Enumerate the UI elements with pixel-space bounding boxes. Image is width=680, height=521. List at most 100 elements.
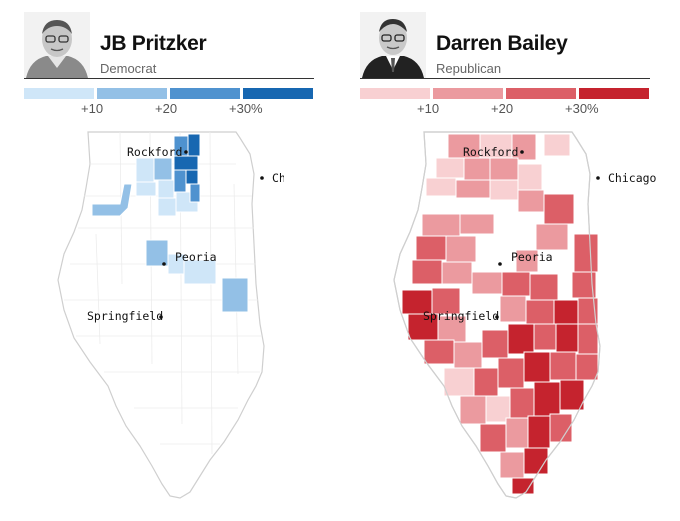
candidate-name: Darren Bailey [436, 32, 568, 55]
candidate-panel-pritzker: JB Pritzker Democrat +10 +20 +30% [24, 0, 344, 521]
county-rep [509, 387, 535, 419]
county-rep [517, 189, 545, 213]
city-label: Peoria [175, 250, 217, 264]
city-label: Peoria [511, 250, 553, 264]
county-rep [499, 451, 525, 479]
scale-swatch-2 [97, 88, 167, 99]
county-rep [525, 299, 555, 325]
county-dem [173, 169, 187, 193]
county-dem [157, 179, 175, 199]
city-marker-springfield: Springfield [87, 309, 163, 323]
county-rep [553, 299, 579, 325]
city-label: Rockford [463, 145, 518, 159]
header-divider [360, 78, 650, 79]
city-label: Rockford [127, 145, 182, 159]
county-rep [459, 213, 495, 235]
illinois-map-bailey: Rockford Chicago Peoria Springfield [393, 131, 657, 499]
county-rep [499, 295, 527, 323]
county-rep [471, 271, 503, 295]
county-rep [479, 423, 507, 453]
county-rep [555, 323, 579, 353]
county-rep [543, 133, 571, 157]
county-dem [173, 155, 199, 171]
county-rep [447, 133, 481, 159]
county-rep [445, 235, 477, 263]
candidate-panel-bailey: Darren Bailey Republican +10 +20 +30% [360, 0, 680, 521]
scale-label: +20 [155, 101, 178, 116]
scale-swatch-2 [433, 88, 503, 99]
scale-swatch-3 [506, 88, 576, 99]
county-rep [543, 193, 575, 225]
county-rep [523, 351, 551, 383]
scale-label: +10 [417, 101, 440, 116]
county-dem [157, 197, 177, 217]
scale-swatch-1 [24, 88, 94, 99]
margin-scale [360, 88, 650, 100]
city-marker-chicago: Chicago [260, 171, 284, 185]
county-rep [575, 353, 599, 381]
county-rep [527, 415, 551, 449]
county-rep [435, 157, 465, 179]
county-rep [455, 179, 491, 199]
county-dem [183, 259, 217, 285]
county-rep [423, 339, 455, 365]
candidate-name: JB Pritzker [100, 32, 207, 55]
county-rep [411, 259, 443, 285]
candidate-portrait-bailey [360, 12, 426, 78]
county-rep [559, 379, 585, 411]
scale-label: +30% [229, 101, 263, 116]
county-dem [189, 183, 201, 203]
county-rep [511, 477, 535, 495]
county-rep [533, 323, 557, 351]
county-dem [145, 239, 169, 267]
city-label: Springfield [87, 309, 163, 323]
county-rep [533, 381, 561, 417]
county-dem [91, 183, 133, 217]
county-rep [441, 261, 473, 285]
city-marker-chicago: Chicago [596, 171, 657, 185]
county-rep [437, 315, 467, 343]
county-rep [421, 213, 461, 237]
candidate-party: Republican [436, 61, 502, 76]
scale-swatch-4 [243, 88, 313, 99]
illinois-map-pritzker: Rockford Chicago Peoria Springfield [57, 131, 284, 499]
county-rep [415, 235, 447, 261]
county-rep [529, 273, 559, 301]
county-rep [453, 341, 483, 369]
county-rep [523, 447, 549, 475]
city-marker-rockford: Rockford [127, 145, 188, 159]
county-rep [401, 289, 433, 315]
city-label: Springfield [423, 309, 499, 323]
county-rep [489, 179, 519, 201]
county-dem [187, 133, 201, 157]
county-rep [463, 157, 491, 181]
county-rep [549, 413, 573, 443]
city-marker-springfield: Springfield [423, 309, 499, 323]
county-rep [501, 271, 531, 297]
city-marker-peoria: Peoria [162, 250, 217, 266]
county-dem [135, 181, 157, 197]
city-marker-rockford: Rockford [463, 145, 524, 159]
county-rep [443, 367, 475, 397]
city-label: Chicago [608, 171, 657, 185]
county-rep [473, 367, 499, 397]
county-rep [481, 329, 509, 359]
candidate-header: JB Pritzker Democrat [24, 8, 314, 80]
county-rep [459, 395, 487, 425]
header-divider [24, 78, 314, 79]
county-dem [221, 277, 249, 313]
county-rep [489, 157, 519, 181]
county-rep [573, 233, 599, 273]
margin-scale [24, 88, 314, 100]
county-rep [511, 133, 537, 161]
city-label: Chicago [272, 171, 284, 185]
scale-label: +10 [81, 101, 104, 116]
candidate-header: Darren Bailey Republican [360, 8, 650, 80]
county-rep [517, 163, 543, 191]
county-rep [425, 177, 457, 197]
county-dem [153, 157, 173, 181]
city-marker-peoria: Peoria [498, 250, 553, 266]
scale-swatch-1 [360, 88, 430, 99]
illinois-outline [57, 131, 265, 499]
county-rep [507, 323, 535, 355]
